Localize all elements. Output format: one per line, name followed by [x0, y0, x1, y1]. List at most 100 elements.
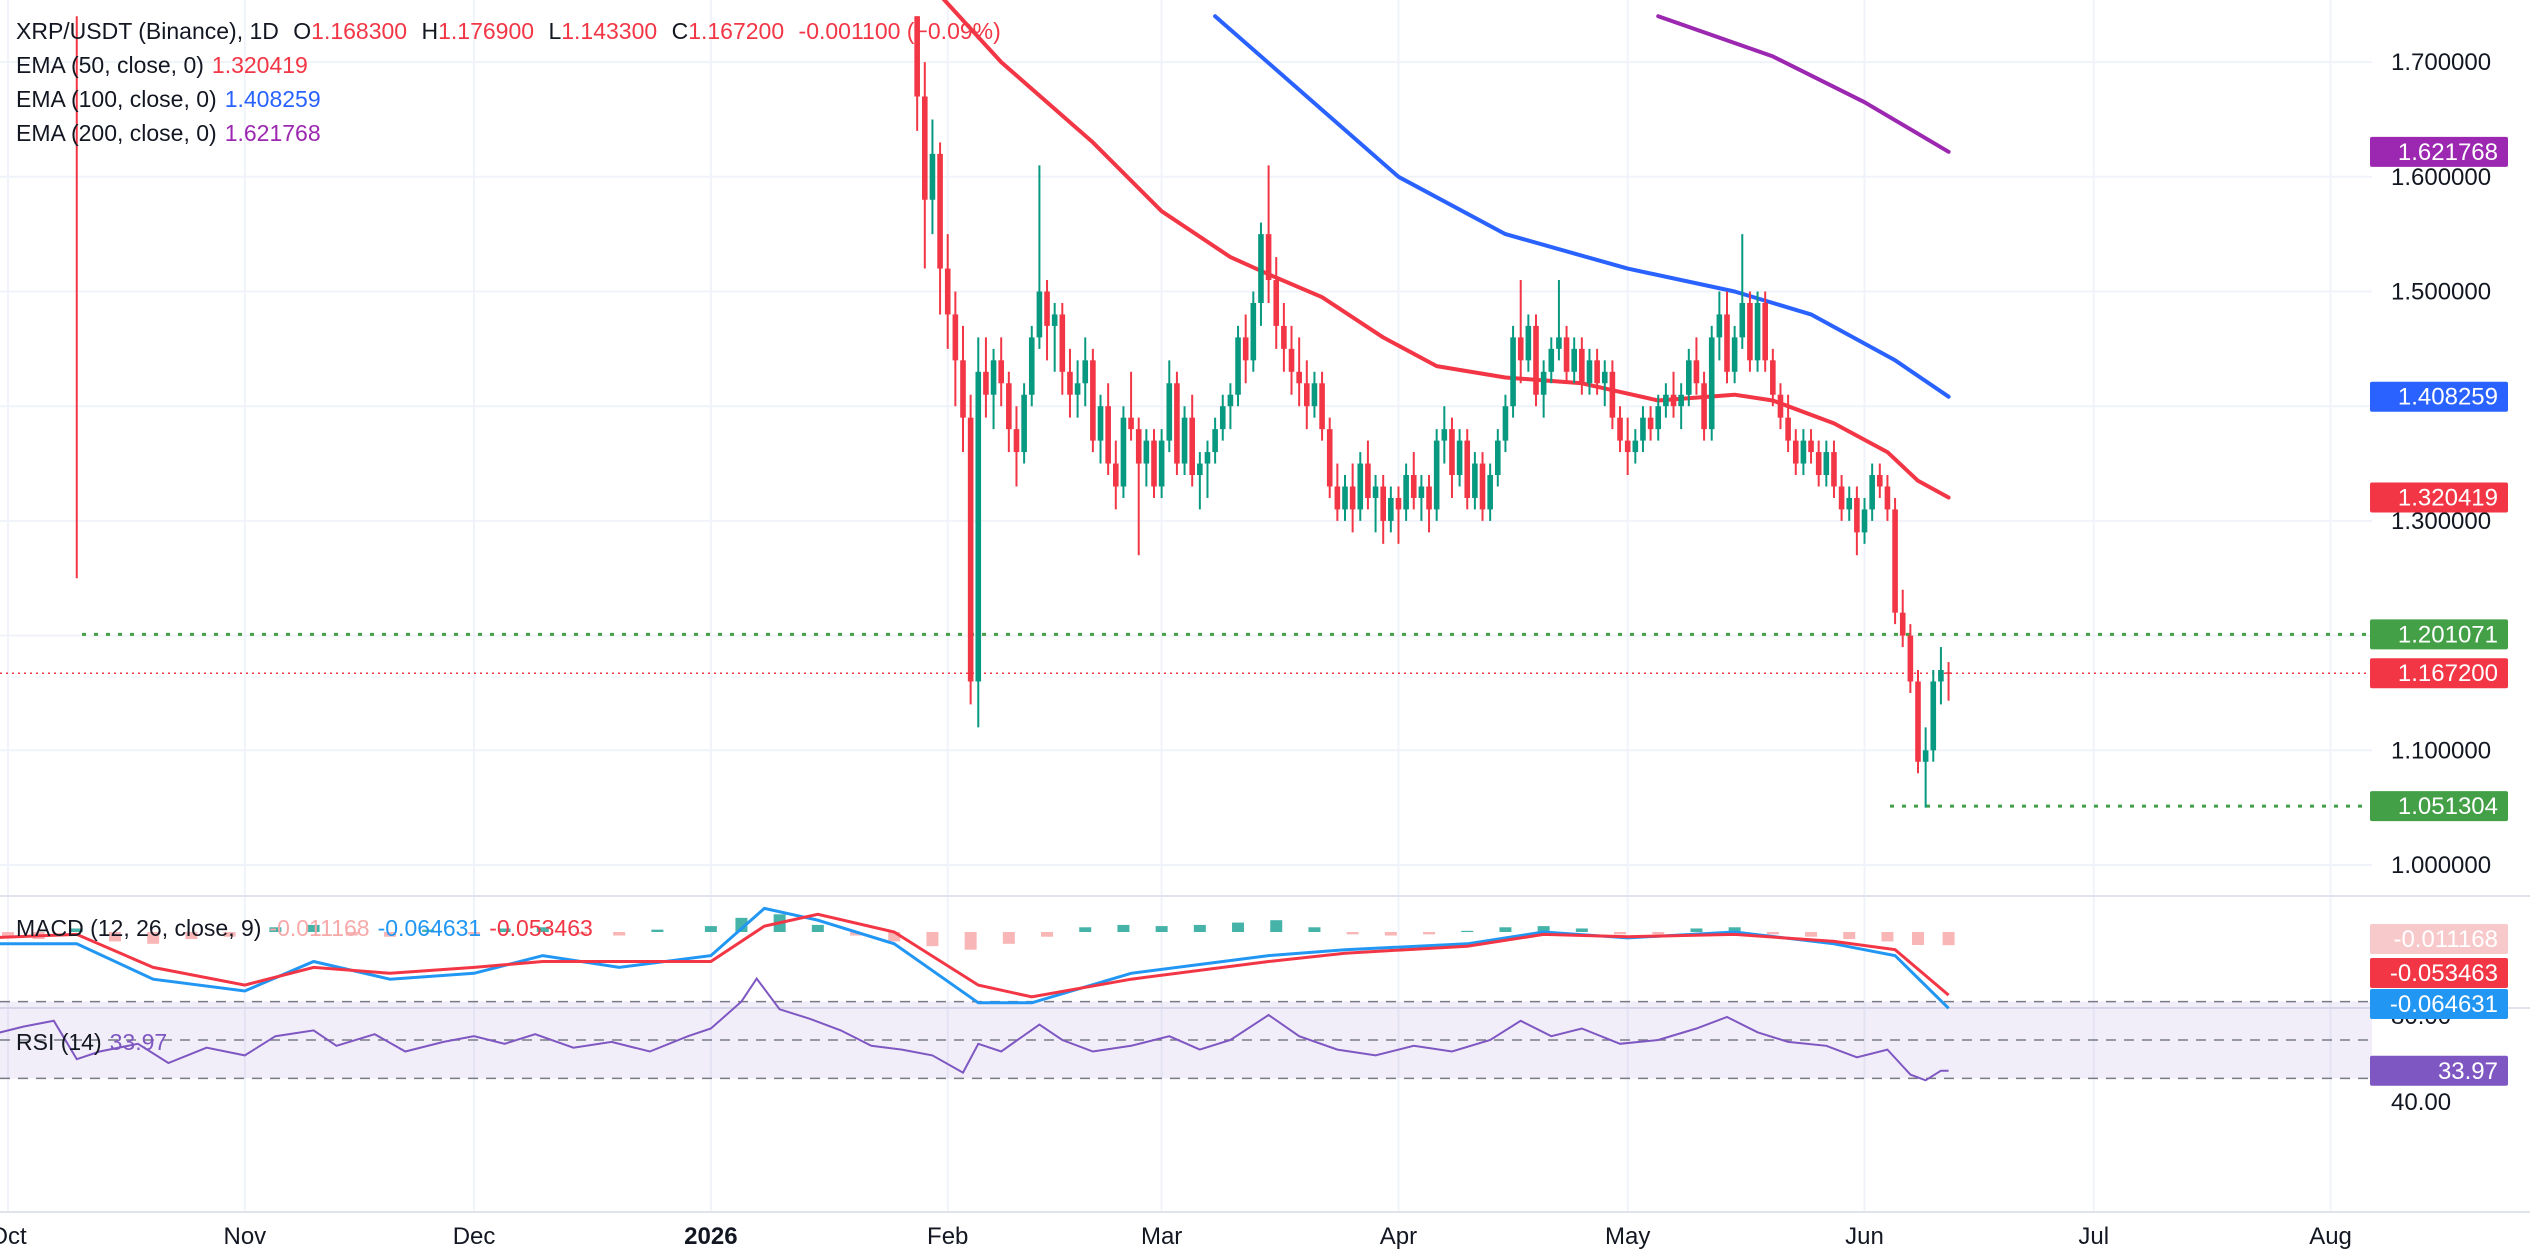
candle	[1548, 348, 1555, 372]
candle	[1334, 486, 1341, 510]
x-tick-label: Jul	[2078, 1223, 2109, 1250]
rsi-value-tag-text: 33.97	[2438, 1058, 2498, 1085]
price-tag-text: 1.408259	[2398, 384, 2498, 411]
candle	[1151, 440, 1157, 487]
candle	[1701, 383, 1707, 430]
x-tick-label: Feb	[927, 1223, 968, 1250]
candle	[1051, 314, 1058, 326]
candle	[1059, 314, 1066, 372]
macd-histogram-bar	[1002, 932, 1015, 944]
symbol-legend: XRP/USDT (Binance), 1D O1.168300 H1.1769…	[16, 18, 1009, 45]
macd-histogram-bar	[269, 927, 282, 932]
macd-legend: MACD (12, 26, close, 9) -0.011168 -0.06463…	[16, 915, 601, 942]
candle	[1472, 463, 1478, 498]
macd-histogram-bar	[1461, 930, 1474, 932]
macd-histogram-bar	[1232, 922, 1245, 932]
candle	[1197, 463, 1203, 476]
macd-histogram-bar	[1041, 932, 1054, 937]
candle	[1945, 672, 1952, 674]
candle	[998, 360, 1004, 384]
candle	[1525, 325, 1532, 361]
candle	[1067, 371, 1073, 395]
candle	[1166, 383, 1173, 441]
candle	[1899, 612, 1906, 636]
price-tag: 1.167200	[2370, 658, 2508, 689]
candle	[1426, 486, 1432, 510]
x-tick-label: 2026	[684, 1223, 737, 1250]
price-tag: 1.201071	[2370, 619, 2508, 650]
ema100-value: 1.408259	[224, 86, 321, 112]
candle	[1028, 337, 1035, 395]
macd-histogram-bar	[1805, 932, 1818, 937]
macd-histogram-bar	[1766, 932, 1779, 935]
candle	[1869, 475, 1875, 510]
macd-histogram-bar	[1308, 927, 1321, 932]
close-label: C	[671, 18, 689, 44]
macd-hist-value: -0.011168	[269, 915, 370, 941]
price-tag-text: 1.201071	[2398, 621, 2498, 648]
macd-histogram-bar	[1193, 924, 1206, 932]
candle	[1846, 497, 1853, 510]
ema100-line	[1213, 14, 1951, 399]
rsi-legend-value: 33.97	[109, 1029, 168, 1055]
macd-histogram-bar	[1384, 932, 1397, 936]
candle	[1762, 302, 1768, 361]
macd-line-tag-text: -0.064631	[2390, 991, 2498, 1018]
candle	[922, 96, 928, 200]
candle	[1433, 440, 1440, 510]
candle	[1655, 406, 1662, 430]
macd-histogram-bar	[384, 932, 396, 937]
candle	[1449, 429, 1455, 476]
candle	[1892, 509, 1898, 613]
ema200-label: EMA (200, close, 0)	[16, 120, 217, 146]
macd-histogram-bar	[575, 932, 587, 935]
close-value: 1.167200	[688, 18, 785, 44]
candle	[1326, 429, 1333, 487]
candle	[1861, 509, 1868, 533]
ema100-legend: EMA (100, close, 0) 1.408259	[16, 86, 329, 113]
candle	[1265, 234, 1272, 281]
candle	[1708, 337, 1715, 430]
ema200-value: 1.621768	[224, 120, 321, 146]
macd-histogram-bar	[147, 932, 160, 944]
high-value: 1.176900	[438, 18, 535, 44]
macd-histogram-bar	[422, 929, 435, 932]
price-tag-text: 1.320419	[2398, 484, 2498, 511]
candle	[1242, 337, 1249, 361]
candle	[1013, 429, 1020, 453]
x-tick-label: Aug	[2309, 1223, 2352, 1250]
candle	[1113, 463, 1119, 487]
macd-line-tag: -0.064631	[2370, 989, 2508, 1019]
candle	[1219, 406, 1226, 430]
rsi-value-tag-bg	[2370, 1055, 2508, 1086]
candle	[1105, 406, 1111, 464]
macd-hist-tag-text: -0.011168	[2393, 926, 2498, 953]
rsi-line	[0, 976, 1949, 1082]
macd-histogram-bar	[1881, 932, 1894, 942]
candle	[1930, 681, 1937, 751]
macd-histogram-bar	[2, 932, 14, 937]
macd-histogram-bar	[613, 932, 626, 936]
candle	[1006, 383, 1012, 430]
candle	[937, 153, 943, 269]
macd-histogram-bar	[1537, 926, 1550, 932]
candle	[1021, 394, 1027, 453]
candle	[1571, 348, 1577, 372]
candle	[1579, 348, 1585, 384]
macd-histogram-bar	[704, 926, 717, 932]
candle	[1785, 417, 1791, 441]
candle	[1601, 371, 1608, 384]
candle	[1563, 337, 1570, 372]
macd-histogram-bar	[1614, 932, 1627, 935]
macd-histogram-bar	[1843, 932, 1856, 940]
support-lines	[0, 632, 2372, 808]
candle	[1036, 291, 1043, 338]
low-value: 1.143300	[561, 18, 658, 44]
y-tick-label: 1.600000	[2391, 164, 2491, 191]
candle	[1120, 417, 1127, 487]
candle	[1915, 681, 1921, 762]
candle	[1388, 497, 1394, 521]
candle	[1502, 406, 1509, 441]
change-value: -0.001100 (−0.09%)	[798, 18, 1001, 44]
